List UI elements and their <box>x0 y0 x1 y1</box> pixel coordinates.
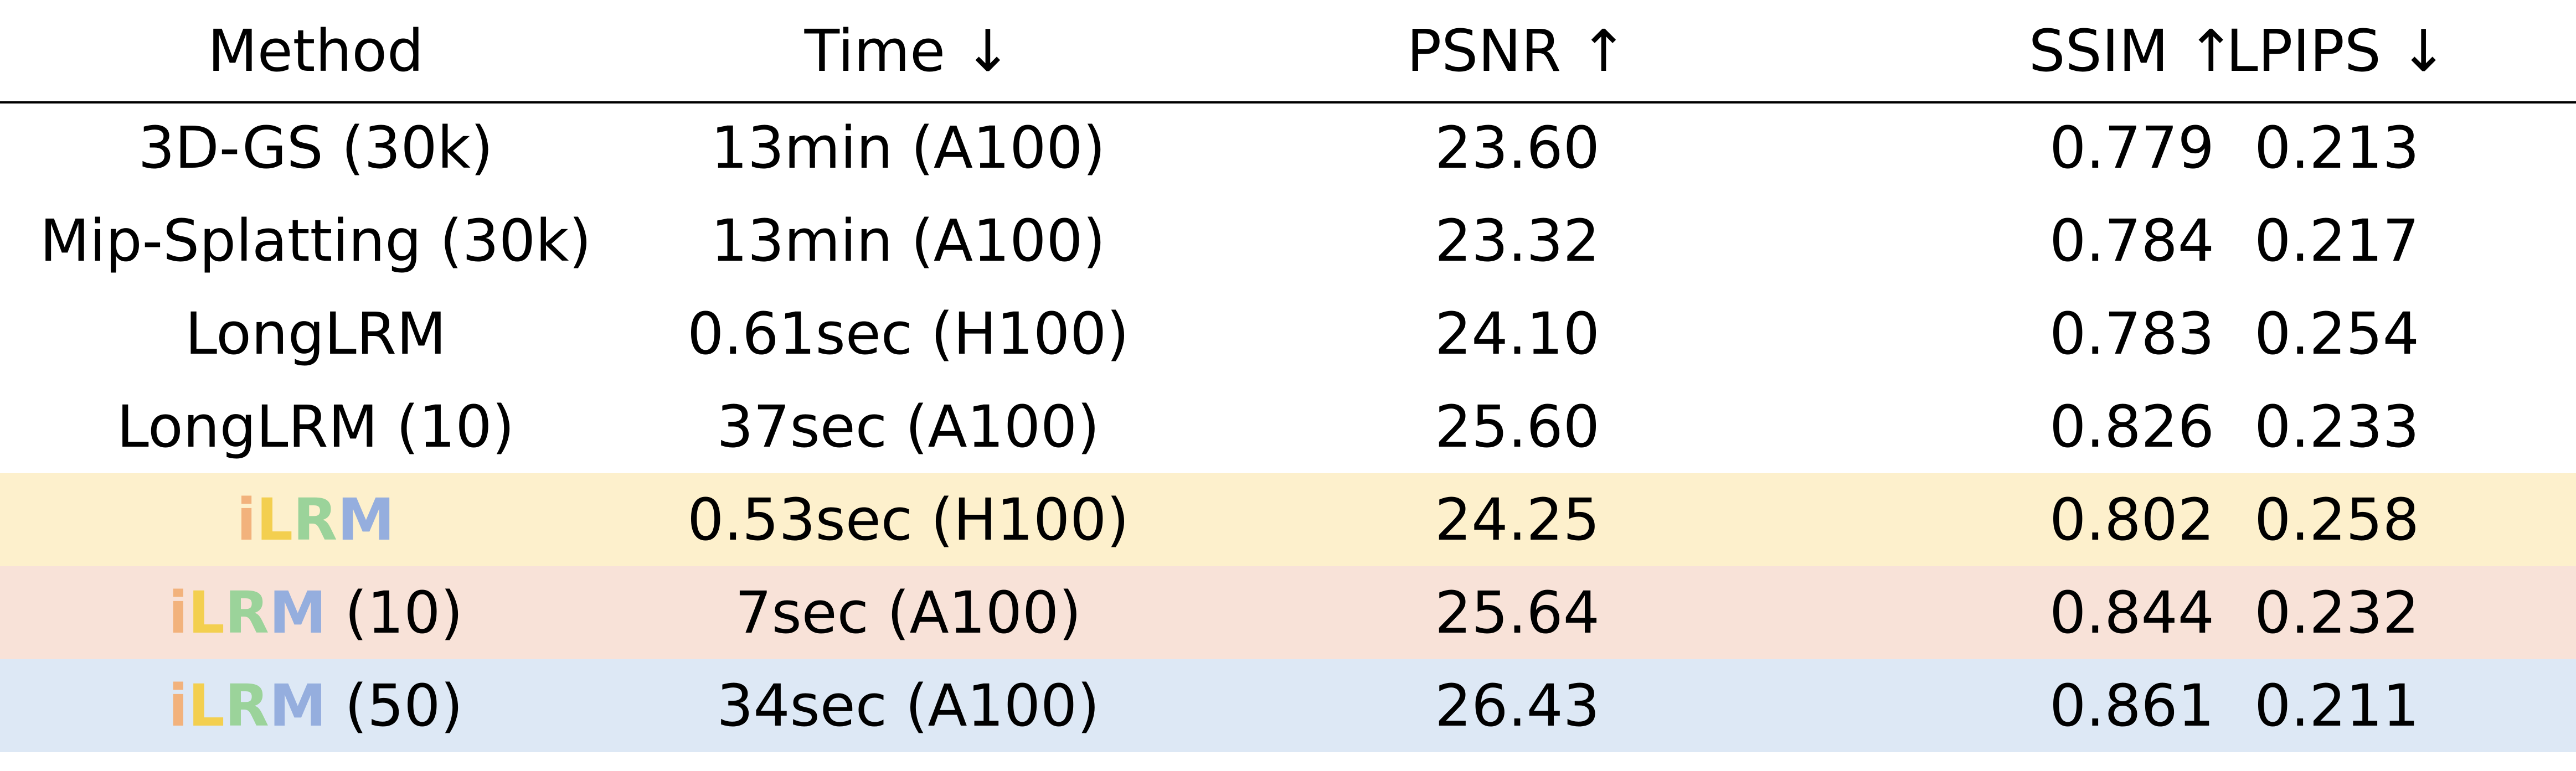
method-suffix: (50) <box>326 672 463 739</box>
ilrm-method-label: i L R M (50) <box>168 672 463 739</box>
cell-time: 37sec (A100) <box>717 393 1100 460</box>
logo-letter-R: R <box>293 486 338 553</box>
table-row: Mip-Splatting (30k) 13min (A100) 23.32 0… <box>0 194 2576 287</box>
header-method: Method <box>207 17 424 85</box>
cell-time: 13min (A100) <box>710 114 1106 182</box>
cell-ssim: 0.826 <box>2049 393 2214 460</box>
ilrm-logo: i L R M <box>168 672 327 739</box>
cell-ssim: 0.802 <box>2049 486 2214 553</box>
cell-psnr: 23.60 <box>1435 114 1600 182</box>
logo-letter-M: M <box>337 486 395 553</box>
ilrm-method-label: i L R M <box>236 486 395 553</box>
header-rule <box>0 101 2576 104</box>
table-row: LongLRM 0.61sec (H100) 24.10 0.783 0.254 <box>0 287 2576 380</box>
cell-psnr: 24.10 <box>1435 300 1600 368</box>
cell-ssim: 0.861 <box>2049 672 2214 739</box>
cell-psnr: 26.43 <box>1435 672 1600 739</box>
cell-lpips: 0.254 <box>2254 300 2419 368</box>
table-row-ilrm: i L R M (50) 34sec (A100) 26.43 0.861 0.… <box>0 659 2576 752</box>
logo-letter-R: R <box>224 672 269 739</box>
cell-psnr: 23.32 <box>1435 207 1600 275</box>
cell-lpips: 0.213 <box>2254 114 2419 182</box>
header-time: Time ↓ <box>804 17 1012 85</box>
cell-lpips: 0.211 <box>2254 672 2419 739</box>
cell-method: i L R M (50) <box>0 659 631 752</box>
table-header: Method Time ↓ PSNR ↑ SSIM ↑ LPIPS ↓ <box>0 0 2576 101</box>
cell-ssim: 0.844 <box>2049 579 2214 646</box>
cell-psnr: 24.25 <box>1435 486 1600 553</box>
cell-method: LongLRM <box>185 300 446 368</box>
cell-lpips: 0.258 <box>2254 486 2419 553</box>
logo-letter-i: i <box>168 579 188 646</box>
cell-method: i L R M <box>0 473 631 566</box>
cell-ssim: 0.783 <box>2049 300 2214 368</box>
ilrm-logo: i L R M <box>236 486 395 553</box>
ilrm-logo: i L R M <box>168 579 327 646</box>
table-row: LongLRM (10) 37sec (A100) 25.60 0.826 0.… <box>0 380 2576 473</box>
table-row-ilrm: i L R M (10) 7sec (A100) 25.64 0.844 0.2… <box>0 566 2576 659</box>
header-lpips: LPIPS ↓ <box>2225 17 2448 85</box>
logo-letter-R: R <box>224 579 269 646</box>
cell-time: 0.61sec (H100) <box>687 300 1129 368</box>
logo-letter-L: L <box>188 579 225 646</box>
cell-time: 34sec (A100) <box>717 672 1100 739</box>
logo-letter-L: L <box>188 672 225 739</box>
cell-psnr: 25.60 <box>1435 393 1600 460</box>
table-row: 3D-GS (30k) 13min (A100) 23.60 0.779 0.2… <box>0 101 2576 194</box>
cell-time: 7sec (A100) <box>735 579 1081 646</box>
cell-ssim: 0.784 <box>2049 207 2214 275</box>
cell-lpips: 0.233 <box>2254 393 2419 460</box>
cell-ssim: 0.779 <box>2049 114 2214 182</box>
logo-letter-M: M <box>269 579 327 646</box>
cell-lpips: 0.217 <box>2254 207 2419 275</box>
cell-method: i L R M (10) <box>0 566 631 659</box>
logo-letter-L: L <box>256 486 293 553</box>
header-psnr: PSNR ↑ <box>1407 17 1628 85</box>
cell-lpips: 0.232 <box>2254 579 2419 646</box>
ilrm-method-label: i L R M (10) <box>168 579 463 646</box>
cell-method: LongLRM (10) <box>116 393 515 460</box>
table-row-ilrm: i L R M 0.53sec (H100) 24.25 0.802 0.258 <box>0 473 2576 566</box>
logo-letter-M: M <box>269 672 327 739</box>
cell-time: 0.53sec (H100) <box>687 486 1129 553</box>
cell-time: 13min (A100) <box>710 207 1106 275</box>
logo-letter-i: i <box>236 486 256 553</box>
method-suffix: (10) <box>326 579 463 646</box>
logo-letter-i: i <box>168 672 188 739</box>
cell-psnr: 25.64 <box>1435 579 1600 646</box>
header-ssim: SSIM ↑ <box>2028 17 2235 85</box>
cell-method: Mip-Splatting (30k) <box>40 207 591 275</box>
cell-method: 3D-GS (30k) <box>138 114 493 182</box>
